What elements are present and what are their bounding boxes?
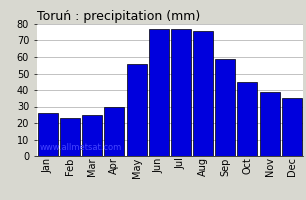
Bar	[127, 64, 147, 156]
Bar	[60, 118, 80, 156]
Bar	[282, 98, 302, 156]
Text: Toruń : precipitation (mm): Toruń : precipitation (mm)	[37, 10, 200, 23]
Bar	[260, 92, 280, 156]
Bar	[38, 113, 58, 156]
Bar	[215, 59, 235, 156]
Bar	[237, 82, 257, 156]
Bar	[82, 115, 102, 156]
Bar	[171, 29, 191, 156]
Bar	[149, 29, 169, 156]
Bar	[193, 31, 213, 156]
Text: www.allmetsat.com: www.allmetsat.com	[39, 143, 121, 152]
Bar	[104, 106, 124, 156]
